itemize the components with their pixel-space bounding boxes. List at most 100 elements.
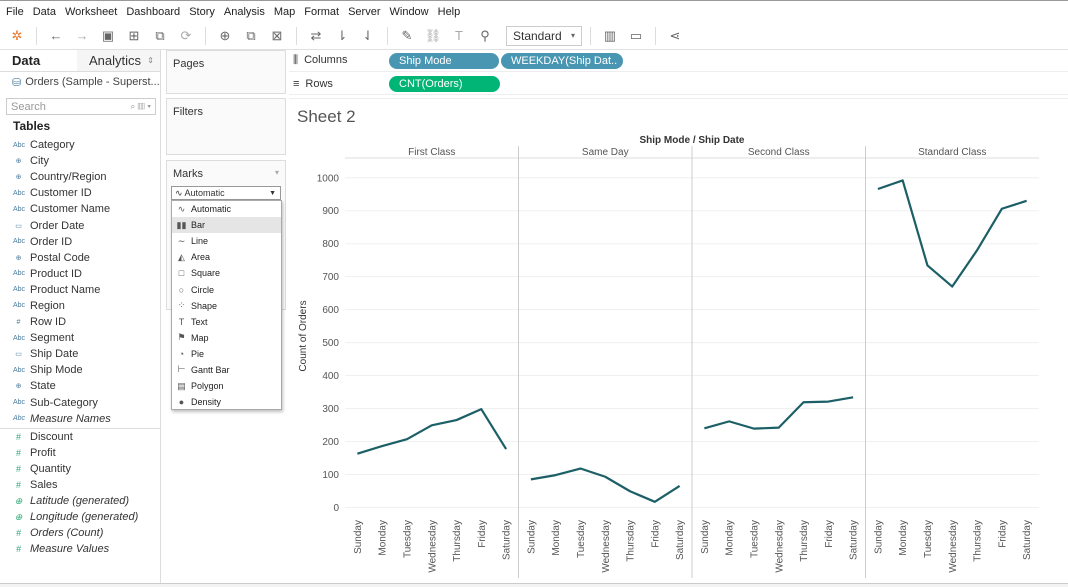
tab-analytics[interactable]: Analytics ⇕ <box>77 50 160 71</box>
tableau-logo-icon[interactable]: ✲ <box>11 27 23 43</box>
menu-item-analysis[interactable]: Analysis <box>223 5 265 18</box>
pill-cnt-orders[interactable]: CNT(Orders) <box>389 75 500 92</box>
x-tick-label: Thursday <box>973 520 984 562</box>
mark-type-label: Polygon <box>191 381 224 392</box>
field-ship-mode[interactable]: Abc Ship Mode <box>0 362 160 378</box>
datasource-item[interactable]: ⛁ Orders (Sample - Superst... <box>0 72 160 92</box>
field-country-region[interactable]: ⊕ Country/Region <box>0 169 160 185</box>
mark-type-automatic[interactable]: ∿ Automatic <box>172 201 281 217</box>
menu-item-data[interactable]: Data <box>32 5 56 18</box>
menu-item-server[interactable]: Server <box>348 5 381 18</box>
field-type-icon: ▭ <box>15 222 22 230</box>
field-longitude-generated-[interactable]: ⊕ Longitude (generated) <box>0 509 160 525</box>
mark-type-circle[interactable]: ○ Circle <box>172 281 281 297</box>
field-product-name[interactable]: Abc Product Name <box>0 282 160 298</box>
duplicate-sheet-icon[interactable]: ⧉ <box>246 27 256 43</box>
search-input[interactable]: Search ⌕ ▥ ▾ <box>6 98 156 115</box>
mark-type-polygon[interactable]: ▤ Polygon <box>172 378 281 394</box>
menu-item-window[interactable]: Window <box>389 5 429 18</box>
field-orders-count-[interactable]: # Orders (Count) <box>0 525 160 541</box>
pin-icon[interactable]: ⚲ <box>480 27 490 43</box>
mark-type-shape[interactable]: ⁘ Shape <box>172 298 281 314</box>
x-tick-label: Thursday <box>799 520 810 562</box>
menu-item-file[interactable]: File <box>6 5 24 18</box>
mark-type-map[interactable]: ⚑ Map <box>172 330 281 346</box>
clear-sheet-icon[interactable]: ⊠ <box>271 27 283 43</box>
pill-ship-mode[interactable]: Ship Mode <box>389 52 499 69</box>
menu-item-worksheet[interactable]: Worksheet <box>64 5 118 18</box>
series-line-first-class <box>357 408 508 455</box>
field-postal-code[interactable]: ⊕ Postal Code <box>0 250 160 266</box>
sort-ascending-icon[interactable]: ⇂ <box>336 27 348 43</box>
field-row-id[interactable]: # Row ID <box>0 314 160 330</box>
text-icon: T <box>178 316 185 327</box>
menu-item-dashboard[interactable]: Dashboard <box>126 5 181 18</box>
swap-icon[interactable]: ⇄ <box>310 27 322 43</box>
menu-item-format[interactable]: Format <box>304 5 340 18</box>
save-icon[interactable]: ▣ <box>101 27 115 43</box>
pill-weekday-ship-date[interactable]: WEEKDAY(Ship Dat.. <box>501 52 623 69</box>
x-tick-label: Monday <box>378 520 389 556</box>
undo-icon[interactable]: ← <box>49 28 63 43</box>
field-product-id[interactable]: Abc Product ID <box>0 266 160 282</box>
filters-title: Filters <box>173 106 203 118</box>
field-segment[interactable]: Abc Segment <box>0 330 160 346</box>
fit-select[interactable]: Standard ▾ <box>506 25 582 46</box>
labels-icon[interactable]: T <box>455 28 463 43</box>
field-latitude-generated-[interactable]: ⊕ Latitude (generated) <box>0 493 160 509</box>
field-city[interactable]: ⊕ City <box>0 153 160 169</box>
pages-card[interactable]: Pages <box>166 50 286 94</box>
rows-shelf[interactable]: ≡ Rows CNT(Orders) <box>289 73 1068 95</box>
presentation-icon[interactable]: ▭ <box>629 27 643 43</box>
filters-card[interactable]: Filters <box>166 98 286 155</box>
new-worksheet-icon[interactable]: ⊕ <box>219 27 231 43</box>
menu-item-story[interactable]: Story <box>189 5 215 18</box>
field-region[interactable]: Abc Region <box>0 298 160 314</box>
field-ship-date[interactable]: ▭ Ship Date <box>0 346 160 362</box>
mark-type-area[interactable]: ◭ Area <box>172 249 281 265</box>
sort-descending-icon[interactable]: ⇃ <box>362 27 374 43</box>
field-state[interactable]: ⊕ State <box>0 378 160 394</box>
redo-icon[interactable]: → <box>75 28 89 43</box>
field-sales[interactable]: # Sales <box>0 477 160 493</box>
mark-type-select[interactable]: ∿ Automatic ▼ <box>171 186 281 200</box>
field-sub-category[interactable]: Abc Sub-Category <box>0 395 160 411</box>
field-label: Longitude (generated) <box>30 511 139 524</box>
mark-type-line[interactable]: ∼ Line <box>172 233 281 249</box>
field-order-date[interactable]: ▭ Order Date <box>0 217 160 233</box>
new-data-source-icon[interactable]: ⊞ <box>128 27 140 43</box>
mark-type-gantt-bar[interactable]: ⊢ Gantt Bar <box>172 362 281 378</box>
group-icon[interactable]: ⛓ <box>424 27 442 43</box>
field-category[interactable]: Abc Category <box>0 137 160 153</box>
mark-type-density[interactable]: ● Density <box>172 394 281 410</box>
highlight-icon[interactable]: ✎ <box>401 27 413 43</box>
pause-updates-icon[interactable]: ⧉ <box>155 27 165 43</box>
mark-type-pie[interactable]: ◔ Pie <box>172 346 281 362</box>
fit-select-value: Standard <box>513 28 562 43</box>
show-me-icon[interactable]: ▥ <box>603 27 617 43</box>
menu-item-help[interactable]: Help <box>437 5 461 18</box>
mark-type-text[interactable]: T Text <box>172 314 281 330</box>
columns-icon: ⫼ <box>293 54 299 66</box>
field-customer-id[interactable]: Abc Customer ID <box>0 185 160 201</box>
tab-data[interactable]: Data <box>12 53 41 68</box>
field-customer-name[interactable]: Abc Customer Name <box>0 201 160 217</box>
field-discount[interactable]: # Discount <box>0 429 160 445</box>
field-measure-values[interactable]: # Measure Values <box>0 541 160 557</box>
mark-type-square[interactable]: □ Square <box>172 265 281 281</box>
field-profit[interactable]: # Profit <box>0 445 160 461</box>
field-order-id[interactable]: Abc Order ID <box>0 234 160 250</box>
field-quantity[interactable]: # Quantity <box>0 461 160 477</box>
mark-type-bar[interactable]: ▮▮ Bar <box>172 217 281 234</box>
toolbar-separator <box>590 26 591 45</box>
field-type-icon: ⊕ <box>15 174 22 182</box>
map-icon: ⚑ <box>177 332 186 343</box>
chevron-down-icon: ▼ <box>269 189 276 197</box>
share-icon[interactable]: ⋖ <box>669 27 681 43</box>
field-measure-names[interactable]: Abc Measure Names <box>0 411 160 427</box>
menu-item-map[interactable]: Map <box>273 5 296 18</box>
field-label: Sub-Category <box>30 396 98 409</box>
columns-shelf[interactable]: ⫼ Columns Ship Mode WEEKDAY(Ship Dat.. <box>289 50 1068 72</box>
toolbar: ✲ ← → ▣ ⊞ ⧉ ⟳ ⊕ ⧉ ⊠ ⇄ ⇂ ⇃ ✎ ⛓ T ⚲ Standa… <box>0 22 1068 50</box>
refresh-icon[interactable]: ⟳ <box>180 27 192 43</box>
